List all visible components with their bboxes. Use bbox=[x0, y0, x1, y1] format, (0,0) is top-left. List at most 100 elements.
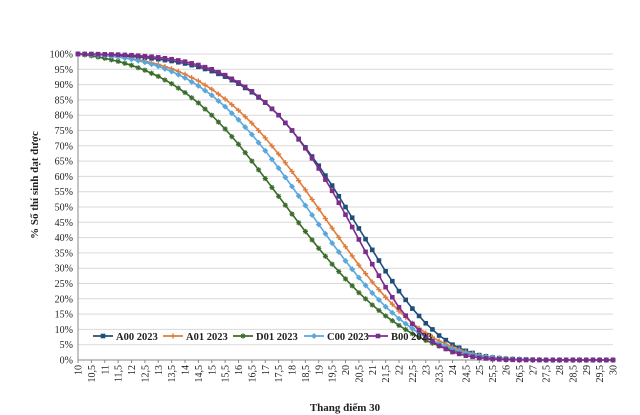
data-point bbox=[135, 65, 141, 71]
data-point bbox=[322, 230, 329, 237]
data-point bbox=[228, 110, 235, 117]
y-axis-label: % Số thí sinh đạt được bbox=[29, 131, 41, 239]
data-point bbox=[309, 237, 315, 243]
x-tick-label: 18,5 bbox=[301, 365, 312, 383]
data-point bbox=[329, 225, 335, 231]
data-point bbox=[456, 351, 462, 357]
y-tick-label: 90% bbox=[55, 80, 73, 91]
x-tick-label: 10 bbox=[74, 365, 85, 375]
data-point bbox=[396, 322, 402, 329]
data-point bbox=[342, 257, 349, 264]
data-point bbox=[396, 315, 402, 322]
y-tick-label: 80% bbox=[55, 111, 73, 122]
data-point bbox=[583, 357, 589, 363]
x-tick-label: 26,5 bbox=[515, 365, 526, 383]
data-point bbox=[309, 196, 315, 202]
data-point bbox=[296, 178, 302, 184]
data-point bbox=[302, 202, 309, 209]
data-point bbox=[82, 51, 87, 57]
data-point bbox=[316, 206, 322, 212]
data-point bbox=[195, 78, 201, 84]
x-tick-label: 30 bbox=[609, 365, 620, 375]
x-tick-label: 29,5 bbox=[595, 365, 606, 383]
data-point bbox=[409, 331, 415, 337]
data-point bbox=[215, 119, 222, 125]
data-point bbox=[356, 237, 362, 242]
data-point bbox=[262, 147, 269, 154]
data-point bbox=[309, 156, 315, 161]
data-point bbox=[155, 55, 161, 60]
data-point bbox=[168, 68, 175, 75]
data-point bbox=[490, 356, 495, 362]
x-tick-label: 19,5 bbox=[328, 365, 339, 383]
data-point bbox=[383, 313, 389, 319]
data-point bbox=[356, 226, 362, 231]
data-point bbox=[383, 268, 388, 274]
data-point bbox=[282, 174, 289, 181]
data-point bbox=[296, 220, 302, 226]
x-tick-label: 19 bbox=[314, 365, 325, 375]
y-tick-label: 45% bbox=[55, 218, 73, 229]
data-point bbox=[176, 58, 181, 63]
data-point bbox=[335, 248, 342, 255]
data-point bbox=[276, 151, 282, 157]
data-point bbox=[416, 334, 422, 340]
data-point bbox=[269, 106, 275, 112]
y-tick-label: 15% bbox=[55, 310, 73, 321]
data-point bbox=[141, 59, 148, 66]
x-tick-label: 13,5 bbox=[167, 365, 178, 383]
data-point bbox=[390, 294, 395, 300]
x-tick-label: 25 bbox=[475, 365, 486, 375]
data-point bbox=[95, 51, 101, 57]
data-point bbox=[135, 57, 142, 64]
data-point bbox=[396, 288, 402, 294]
data-point bbox=[343, 204, 348, 210]
legend-item: B00 2023 bbox=[368, 332, 432, 343]
data-point bbox=[410, 321, 415, 327]
data-point bbox=[537, 357, 542, 363]
data-point bbox=[249, 120, 255, 126]
data-point bbox=[303, 145, 308, 151]
data-point bbox=[242, 84, 248, 90]
data-point bbox=[316, 245, 322, 251]
data-point bbox=[322, 215, 329, 222]
data-point bbox=[563, 357, 569, 363]
data-point bbox=[396, 305, 402, 310]
data-point bbox=[550, 357, 556, 363]
data-point bbox=[336, 200, 342, 206]
legend-item: C00 2023 bbox=[304, 332, 369, 343]
data-point bbox=[363, 236, 368, 242]
y-tick-label: 40% bbox=[55, 233, 73, 244]
data-point bbox=[289, 168, 295, 175]
data-point bbox=[195, 82, 202, 89]
data-point bbox=[362, 282, 369, 289]
data-point bbox=[389, 301, 395, 307]
data-point bbox=[249, 158, 255, 164]
data-point bbox=[402, 320, 409, 327]
data-point bbox=[209, 112, 215, 118]
data-point bbox=[128, 62, 135, 68]
data-point bbox=[275, 165, 282, 172]
x-tick-label: 27 bbox=[528, 365, 539, 375]
legend-item: A01 2023 bbox=[163, 332, 228, 343]
data-point bbox=[162, 77, 168, 83]
data-point bbox=[249, 89, 255, 94]
x-tick-label: 23,5 bbox=[435, 365, 446, 383]
data-point bbox=[189, 95, 195, 101]
data-point bbox=[115, 58, 121, 64]
data-point bbox=[336, 193, 342, 199]
y-tick-label: 70% bbox=[55, 141, 73, 152]
data-point bbox=[416, 328, 422, 333]
legend-marker bbox=[311, 333, 317, 339]
data-point bbox=[329, 261, 335, 267]
x-tick-label: 28 bbox=[555, 365, 566, 375]
data-point bbox=[356, 262, 362, 268]
data-point bbox=[195, 100, 201, 106]
legend-label: C00 2023 bbox=[327, 332, 369, 343]
data-point bbox=[209, 67, 215, 72]
data-point bbox=[497, 357, 502, 362]
data-point bbox=[349, 253, 355, 259]
data-point bbox=[403, 326, 409, 333]
data-point bbox=[349, 283, 355, 289]
y-tick-label: 20% bbox=[55, 294, 73, 305]
